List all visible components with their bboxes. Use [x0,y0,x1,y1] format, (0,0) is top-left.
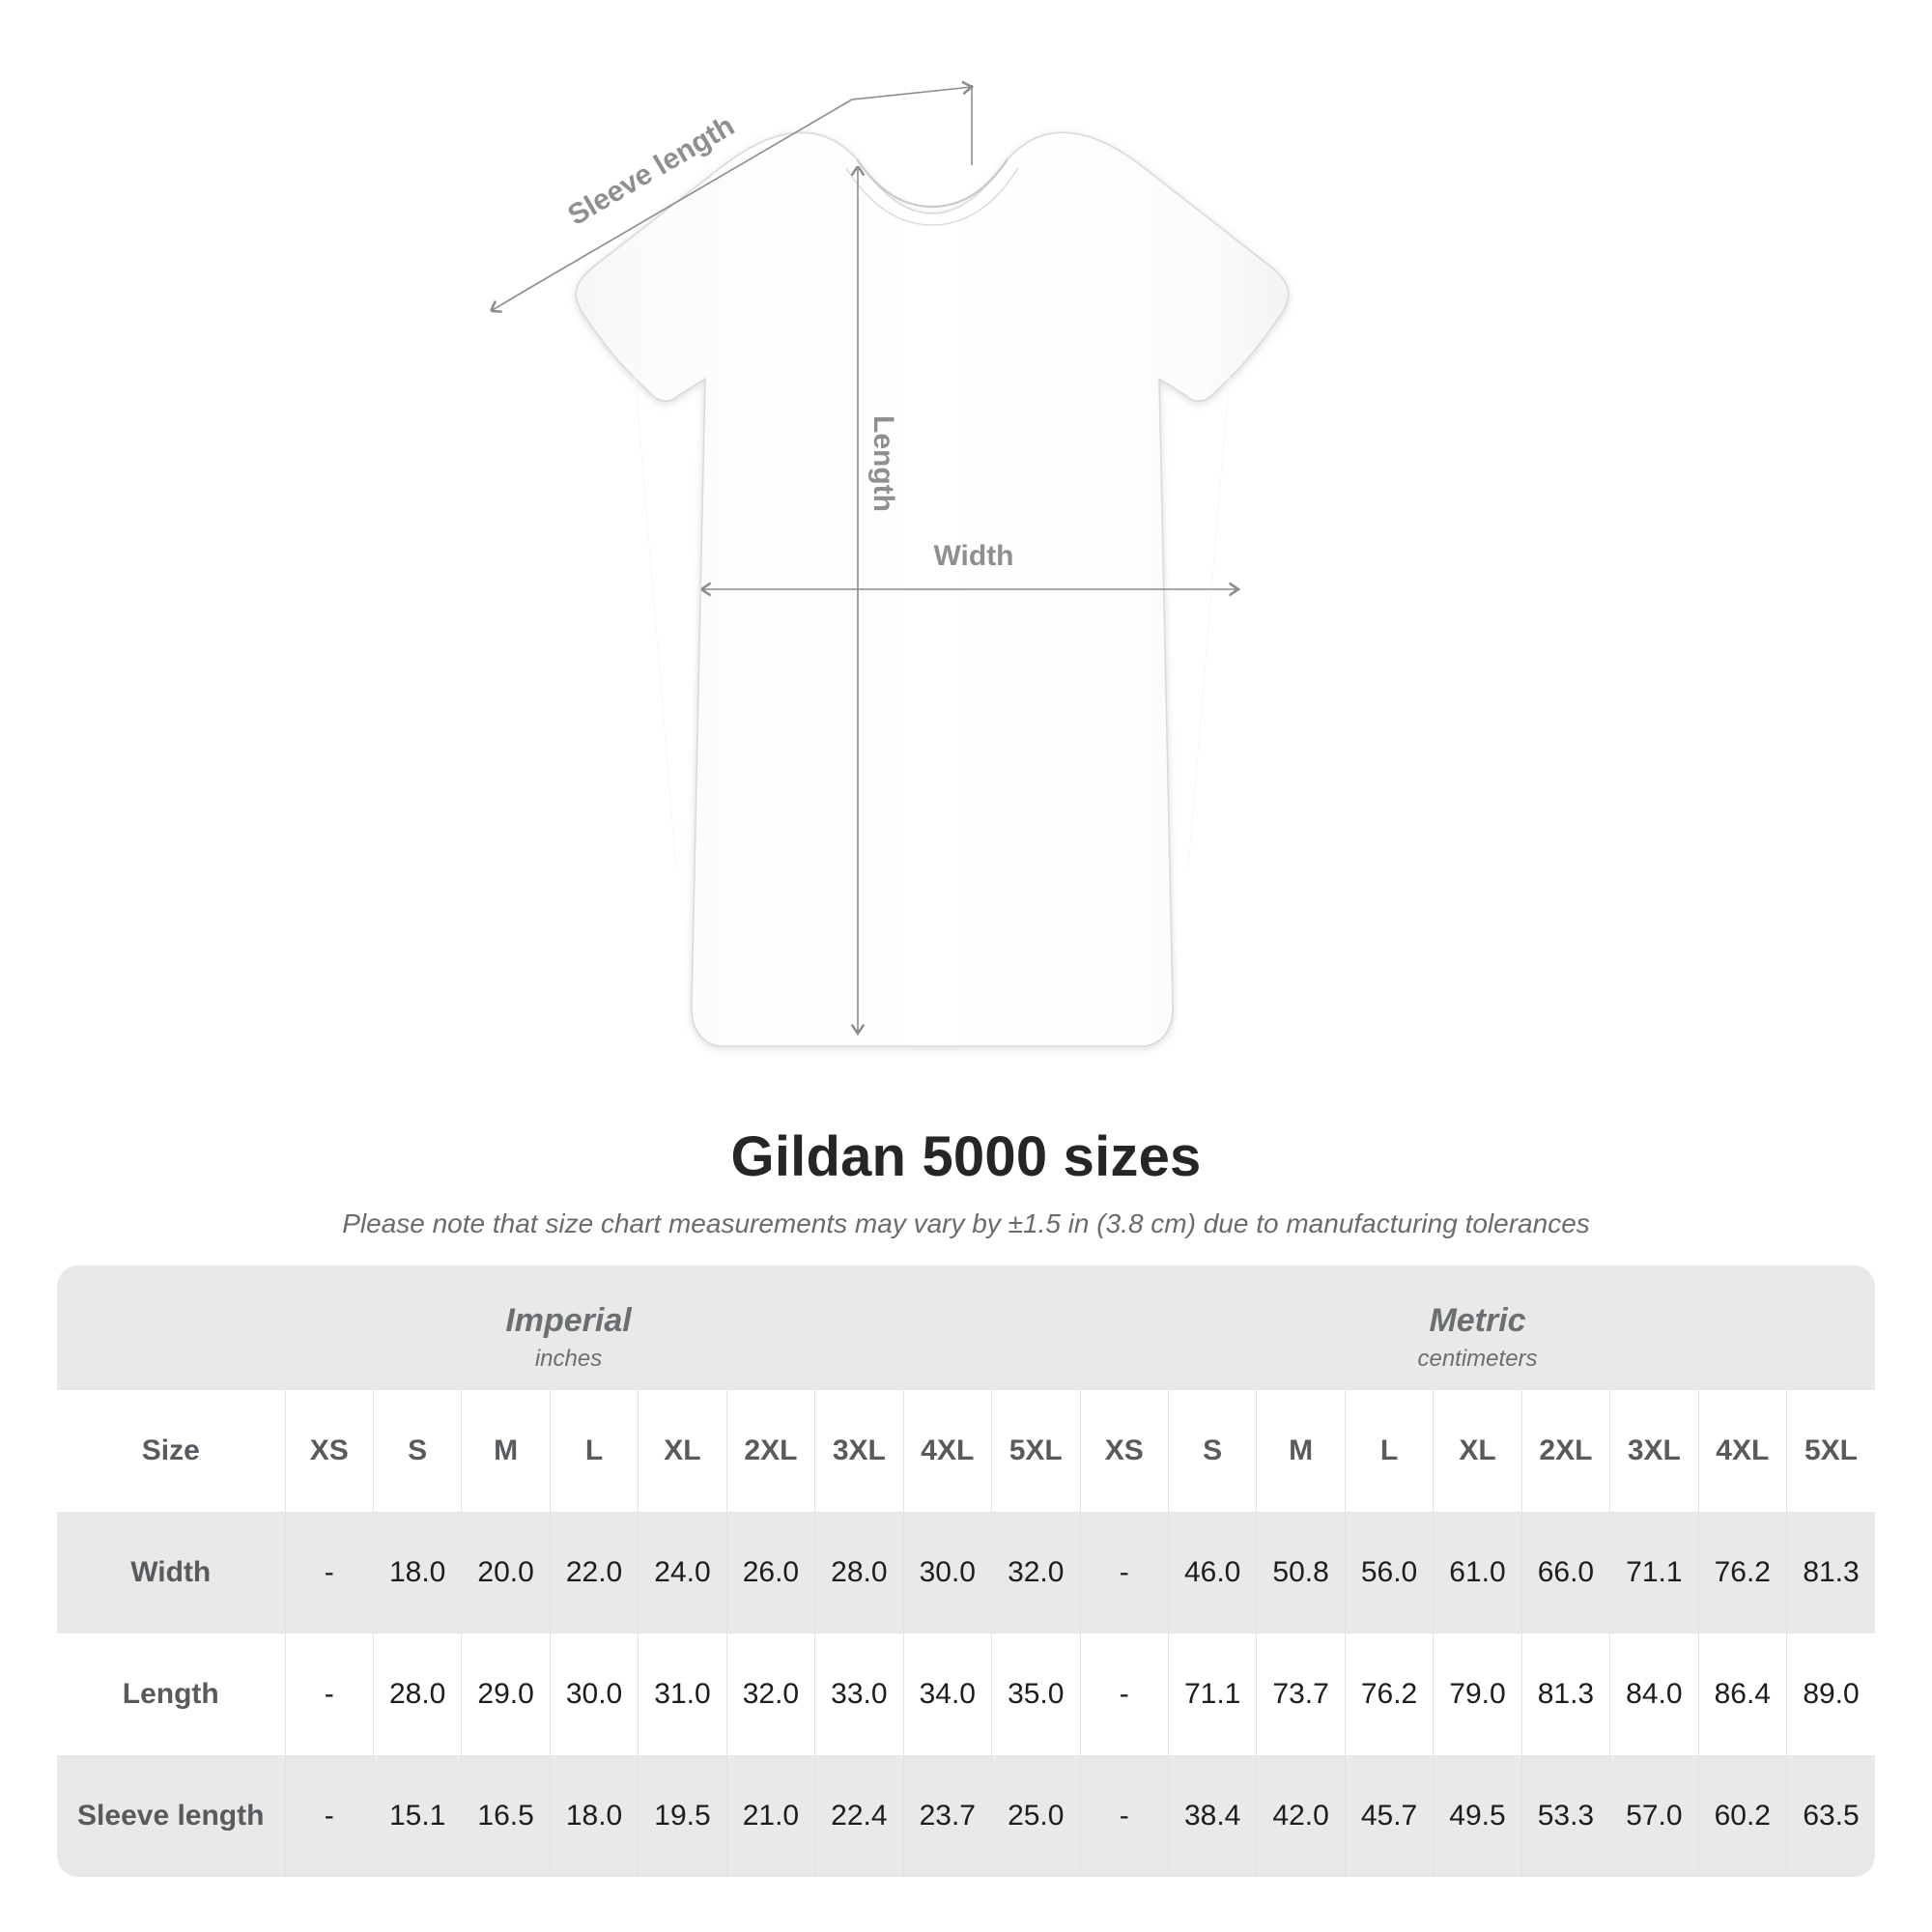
svg-text:Width: Width [933,540,1013,572]
svg-text:Length: Length [867,415,899,512]
